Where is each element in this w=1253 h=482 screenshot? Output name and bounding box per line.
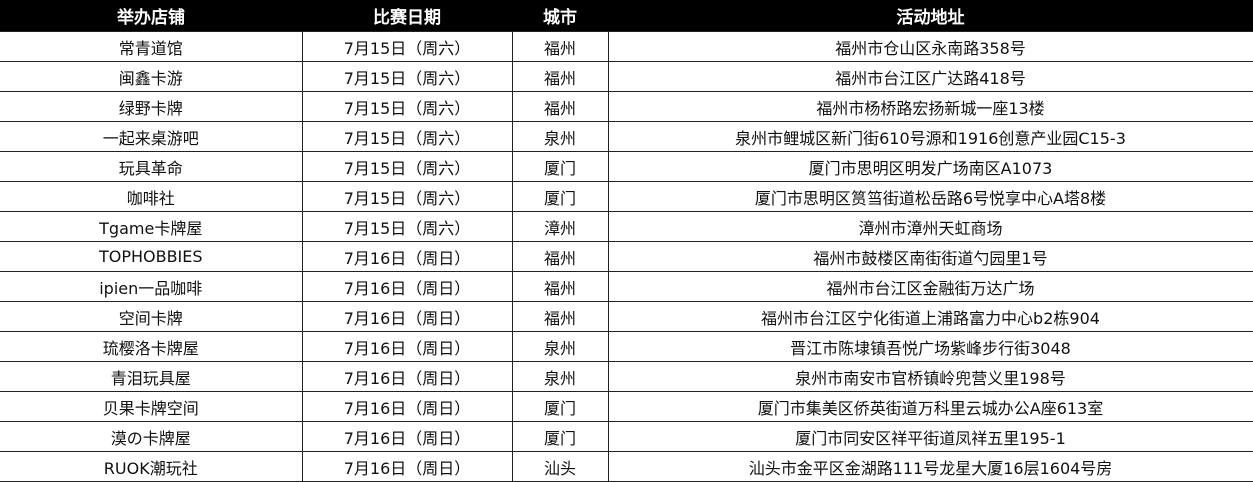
address-cell: 汕头市金平区金湖路111号龙星大厦16层1604号房 bbox=[607, 451, 1253, 482]
address-cell: 晋江市陈埭镇吾悦广场紫峰步行街3048 bbox=[607, 331, 1253, 362]
city-cell: 福州 bbox=[511, 271, 609, 302]
address-cell: 福州市杨桥路宏扬新城一座13楼 bbox=[607, 91, 1253, 122]
store-cell: 空间卡牌 bbox=[0, 301, 303, 332]
table-row: RUOK潮玩社 7月16日（周日） 汕头 汕头市金平区金湖路111号龙星大厦16层16… bbox=[0, 451, 1253, 482]
address-cell: 福州市台江区广达路418号 bbox=[607, 61, 1253, 92]
date-cell: 7月16日（周日） bbox=[301, 361, 513, 392]
store-cell: 常青道馆 bbox=[0, 31, 303, 62]
city-cell: 漳州 bbox=[511, 211, 609, 242]
header-address: 活动地址 bbox=[608, 0, 1253, 32]
city-cell: 福州 bbox=[511, 241, 609, 272]
address-cell: 漳州市漳州天虹商场 bbox=[607, 211, 1253, 242]
city-cell: 福州 bbox=[511, 61, 609, 92]
date-cell: 7月15日（周六） bbox=[301, 91, 513, 122]
address-cell: 厦门市思明区筼筜街道松岳路6号悦享中心A塔8楼 bbox=[607, 181, 1253, 212]
store-cell: Tgame卡牌屋 bbox=[0, 211, 303, 242]
table-row: TOPHOBBIES 7月16日（周日） 福州 福州市鼓楼区南街街道勺园里1号 bbox=[0, 241, 1253, 272]
date-cell: 7月16日（周日） bbox=[301, 451, 513, 482]
header-city: 城市 bbox=[512, 0, 608, 32]
table-row: Tgame卡牌屋 7月15日（周六） 漳州 漳州市漳州天虹商场 bbox=[0, 211, 1253, 242]
store-cell: 漠の卡牌屋 bbox=[0, 421, 303, 452]
table-row: 青泪玩具屋 7月16日（周日） 泉州 泉州市南安市官桥镇岭兜营义里198号 bbox=[0, 361, 1253, 392]
store-cell: 闽鑫卡游 bbox=[0, 61, 303, 92]
date-cell: 7月15日（周六） bbox=[301, 181, 513, 212]
table-row: 贝果卡牌空间 7月16日（周日） 厦门 厦门市集美区侨英街道万科里云城办公A座613室 bbox=[0, 391, 1253, 422]
date-cell: 7月16日（周日） bbox=[301, 301, 513, 332]
table-row: 一起来桌游吧 7月15日（周六） 泉州 泉州市鲤城区新门街610号源和1916创意产业… bbox=[0, 121, 1253, 152]
table-row: 咖啡社 7月15日（周六） 厦门 厦门市思明区筼筜街道松岳路6号悦享中心A塔8楼 bbox=[0, 181, 1253, 212]
date-cell: 7月15日（周六） bbox=[301, 31, 513, 62]
city-cell: 厦门 bbox=[511, 421, 609, 452]
address-cell: 福州市仓山区永南路358号 bbox=[607, 31, 1253, 62]
table-row: 漠の卡牌屋 7月16日（周日） 厦门 厦门市同安区祥平街道凤祥五里195-1 bbox=[0, 421, 1253, 452]
date-cell: 7月15日（周六） bbox=[301, 61, 513, 92]
city-cell: 泉州 bbox=[511, 361, 609, 392]
store-cell: TOPHOBBIES bbox=[0, 241, 303, 272]
date-cell: 7月16日（周日） bbox=[301, 271, 513, 302]
store-cell: 一起来桌游吧 bbox=[0, 121, 303, 152]
city-cell: 泉州 bbox=[511, 121, 609, 152]
city-cell: 福州 bbox=[511, 301, 609, 332]
date-cell: 7月16日（周日） bbox=[301, 421, 513, 452]
city-cell: 厦门 bbox=[511, 391, 609, 422]
date-cell: 7月16日（周日） bbox=[301, 241, 513, 272]
store-cell: 玩具革命 bbox=[0, 151, 303, 182]
table-row: 空间卡牌 7月16日（周日） 福州 福州市台江区宁化街道上浦路富力中心b2栋904 bbox=[0, 301, 1253, 332]
address-cell: 福州市台江区宁化街道上浦路富力中心b2栋904 bbox=[607, 301, 1253, 332]
city-cell: 厦门 bbox=[511, 151, 609, 182]
store-cell: ipien一品咖啡 bbox=[0, 271, 303, 302]
date-cell: 7月15日（周六） bbox=[301, 151, 513, 182]
store-cell: 咖啡社 bbox=[0, 181, 303, 212]
address-cell: 泉州市南安市官桥镇岭兜营义里198号 bbox=[607, 361, 1253, 392]
table-row: 常青道馆 7月15日（周六） 福州 福州市仓山区永南路358号 bbox=[0, 31, 1253, 62]
date-cell: 7月16日（周日） bbox=[301, 391, 513, 422]
header-row: 举办店铺 比赛日期 城市 活动地址 bbox=[0, 0, 1253, 32]
store-cell: 贝果卡牌空间 bbox=[0, 391, 303, 422]
store-cell: 青泪玩具屋 bbox=[0, 361, 303, 392]
address-cell: 厦门市同安区祥平街道凤祥五里195-1 bbox=[607, 421, 1253, 452]
date-cell: 7月16日（周日） bbox=[301, 331, 513, 362]
store-cell: 琉樱洛卡牌屋 bbox=[0, 331, 303, 362]
table-row: ipien一品咖啡 7月16日（周日） 福州 福州市台江区金融街万达广场 bbox=[0, 271, 1253, 302]
address-cell: 福州市台江区金融街万达广场 bbox=[607, 271, 1253, 302]
address-cell: 福州市鼓楼区南街街道勺园里1号 bbox=[607, 241, 1253, 272]
table-row: 琉樱洛卡牌屋 7月16日（周日） 泉州 晋江市陈埭镇吾悦广场紫峰步行街3048 bbox=[0, 331, 1253, 362]
city-cell: 厦门 bbox=[511, 181, 609, 212]
city-cell: 福州 bbox=[511, 91, 609, 122]
address-cell: 厦门市集美区侨英街道万科里云城办公A座613室 bbox=[607, 391, 1253, 422]
city-cell: 泉州 bbox=[511, 331, 609, 362]
store-cell: RUOK潮玩社 bbox=[0, 451, 303, 482]
date-cell: 7月15日（周六） bbox=[301, 211, 513, 242]
store-cell: 绿野卡牌 bbox=[0, 91, 303, 122]
address-cell: 厦门市思明区明发广场南区A1073 bbox=[607, 151, 1253, 182]
table-row: 闽鑫卡游 7月15日（周六） 福州 福州市台江区广达路418号 bbox=[0, 61, 1253, 92]
header-date: 比赛日期 bbox=[302, 0, 512, 32]
address-cell: 泉州市鲤城区新门街610号源和1916创意产业园C15-3 bbox=[607, 121, 1253, 152]
table-row: 玩具革命 7月15日（周六） 厦门 厦门市思明区明发广场南区A1073 bbox=[0, 151, 1253, 182]
date-cell: 7月15日（周六） bbox=[301, 121, 513, 152]
header-store: 举办店铺 bbox=[0, 0, 302, 32]
city-cell: 汕头 bbox=[511, 451, 609, 482]
city-cell: 福州 bbox=[511, 31, 609, 62]
table-row: 绿野卡牌 7月15日（周六） 福州 福州市杨桥路宏扬新城一座13楼 bbox=[0, 91, 1253, 122]
